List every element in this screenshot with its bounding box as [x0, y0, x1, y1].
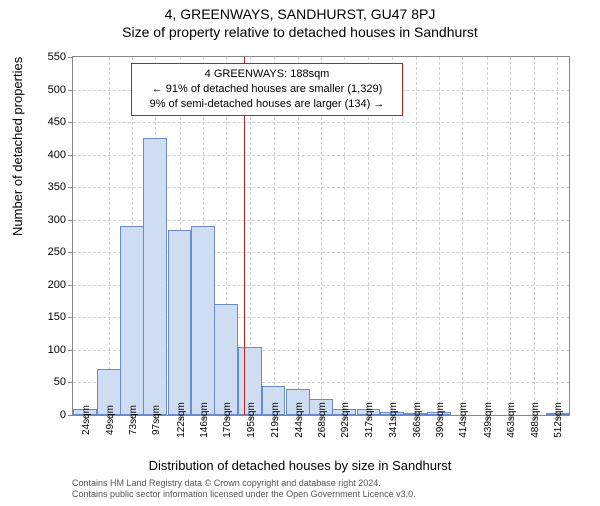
- footer-text: Contains HM Land Registry data © Crown c…: [72, 478, 416, 500]
- y-axis-title: Number of detached properties: [10, 57, 25, 236]
- x-tick-label: 195sqm: [246, 402, 257, 438]
- y-tick-label: 550: [26, 51, 66, 63]
- annotation-box: 4 GREENWAYS: 188sqm ← 91% of detached ho…: [131, 63, 403, 116]
- x-tick-label: 49sqm: [105, 405, 116, 435]
- x-tick-label: 97sqm: [151, 405, 162, 435]
- x-tick-label: 390sqm: [435, 402, 446, 438]
- annotation-line2: ← 91% of detached houses are smaller (1,…: [138, 82, 396, 97]
- histogram-bar: [143, 138, 167, 415]
- x-tick-label: 170sqm: [222, 402, 233, 438]
- x-tick-label: 244sqm: [294, 402, 305, 438]
- footer-line1: Contains HM Land Registry data © Crown c…: [72, 478, 416, 489]
- x-tick-label: 439sqm: [483, 402, 494, 438]
- y-tick-label: 450: [26, 116, 66, 128]
- x-tick-label: 219sqm: [270, 402, 281, 438]
- x-tick-label: 292sqm: [340, 402, 351, 438]
- y-tick-label: 400: [26, 149, 66, 161]
- footer-line2: Contains public sector information licen…: [72, 489, 416, 500]
- title-main: 4, GREENWAYS, SANDHURST, GU47 8PJ: [0, 6, 600, 22]
- x-tick-label: 414sqm: [458, 402, 469, 438]
- x-tick-label: 463sqm: [506, 402, 517, 438]
- histogram-bar: [168, 230, 192, 416]
- histogram-bar: [120, 226, 144, 415]
- y-tick-label: 0: [26, 409, 66, 421]
- annotation-line3: 9% of semi-detached houses are larger (1…: [138, 97, 396, 112]
- y-tick-label: 250: [26, 246, 66, 258]
- histogram-bar: [191, 226, 215, 415]
- y-tick-label: 100: [26, 344, 66, 356]
- x-tick-label: 488sqm: [530, 402, 541, 438]
- plot-area: 4 GREENWAYS: 188sqm ← 91% of detached ho…: [72, 56, 570, 416]
- y-tick-label: 150: [26, 311, 66, 323]
- y-tick-label: 200: [26, 279, 66, 291]
- x-axis-title: Distribution of detached houses by size …: [0, 458, 600, 473]
- annotation-line1: 4 GREENWAYS: 188sqm: [138, 67, 396, 82]
- x-tick-label: 268sqm: [317, 402, 328, 438]
- x-tick-label: 317sqm: [364, 402, 375, 438]
- y-tick-label: 350: [26, 181, 66, 193]
- y-tick-label: 300: [26, 214, 66, 226]
- chart-container: 4, GREENWAYS, SANDHURST, GU47 8PJ Size o…: [0, 6, 600, 506]
- title-sub: Size of property relative to detached ho…: [0, 24, 600, 40]
- y-tick-label: 50: [26, 376, 66, 388]
- x-tick-label: 73sqm: [128, 405, 139, 435]
- y-tick-label: 500: [26, 84, 66, 96]
- x-tick-label: 24sqm: [81, 405, 92, 435]
- histogram-bar: [214, 304, 238, 415]
- x-tick-label: 341sqm: [388, 402, 399, 438]
- x-tick-label: 146sqm: [199, 402, 210, 438]
- x-tick-label: 122sqm: [176, 402, 187, 438]
- x-tick-label: 366sqm: [412, 402, 423, 438]
- x-tick-label: 512sqm: [553, 402, 564, 438]
